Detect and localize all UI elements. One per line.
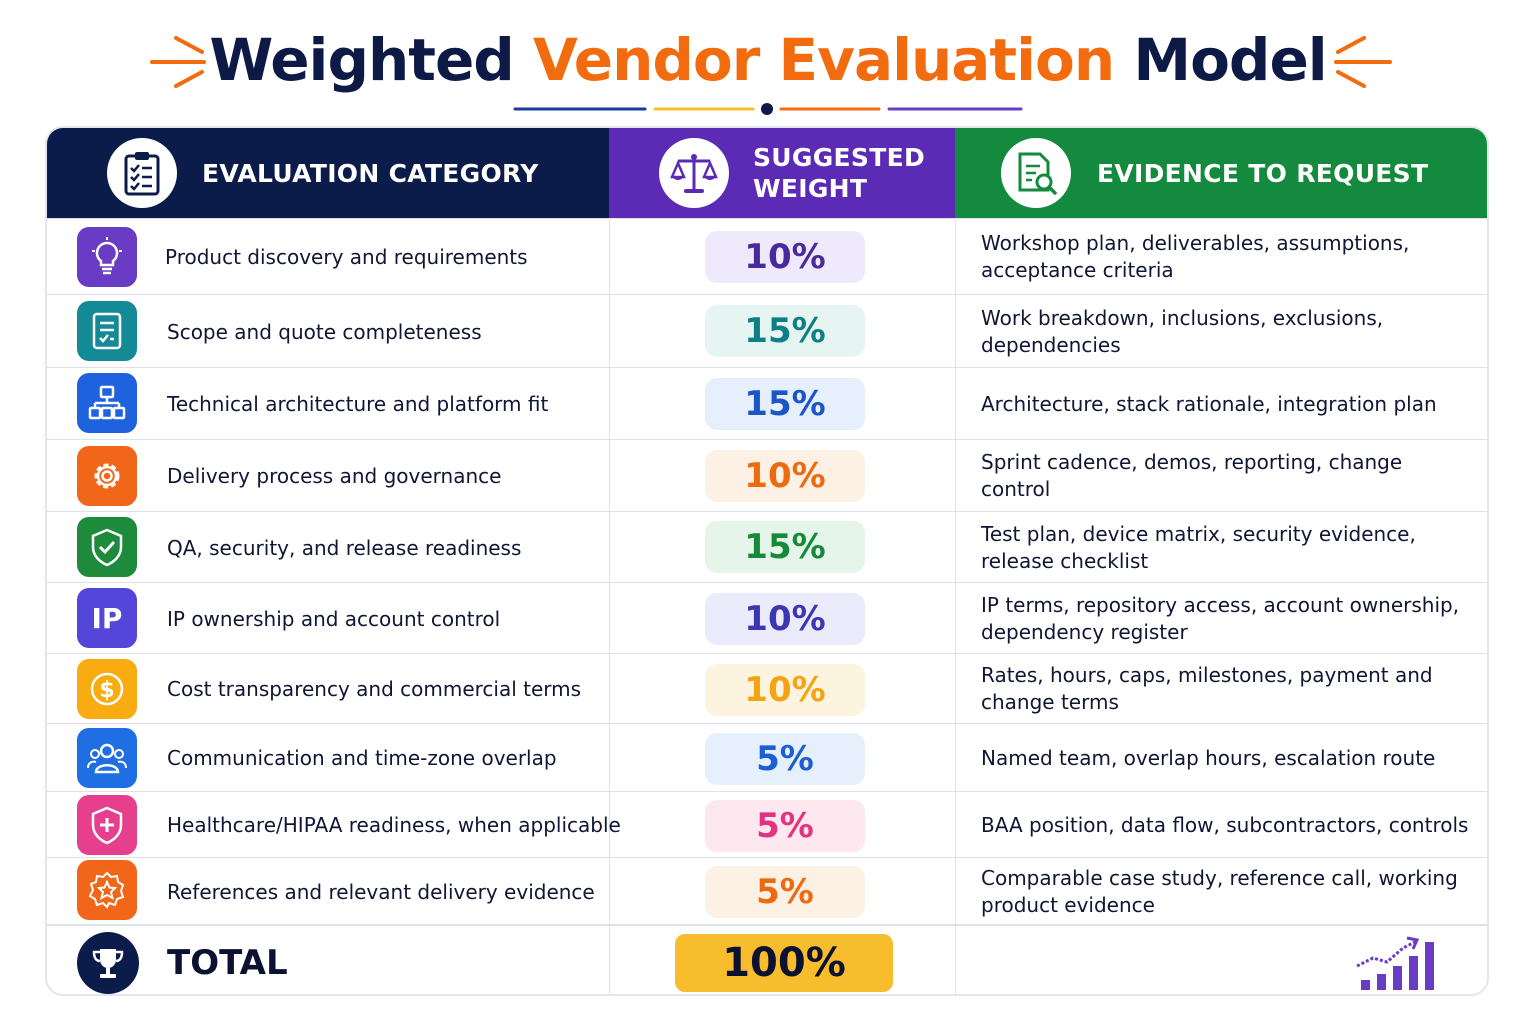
clipboard-checklist-icon	[107, 138, 177, 208]
weight-pill: 10%	[705, 231, 865, 283]
shield-check-icon	[77, 517, 137, 577]
medical-shield-icon	[77, 795, 137, 855]
architecture-hierarchy-icon	[77, 373, 137, 433]
header-weight-line-1: SUGGESTED	[753, 143, 926, 172]
title-part-3: Model	[1133, 26, 1327, 94]
star-badge-icon	[77, 860, 137, 920]
table-row: Communication and time-zone overlap 5% N…	[47, 723, 1487, 792]
category-label: Healthcare/HIPAA readiness, when applica…	[167, 813, 621, 837]
checklist-document-icon	[77, 301, 137, 361]
header-weight-label: SUGGESTED WEIGHT	[753, 128, 926, 218]
weight-pill: 15%	[705, 521, 865, 573]
burst-lines-right-icon	[1334, 36, 1392, 88]
category-label: Communication and time-zone overlap	[167, 746, 557, 770]
balance-scale-icon	[659, 138, 729, 208]
category-label: Technical architecture and platform fit	[167, 392, 549, 416]
evidence-text: Test plan, device matrix, security evide…	[981, 521, 1416, 573]
weight-pill: 10%	[705, 593, 865, 645]
evidence-text: Named team, overlap hours, escalation ro…	[981, 745, 1436, 770]
category-label: IP ownership and account control	[167, 606, 501, 631]
weight-pill: 15%	[705, 378, 865, 430]
header-evidence-to-request: EVIDENCE TO REQUEST	[955, 128, 1487, 218]
trophy-icon	[77, 932, 139, 994]
table-row: References and relevant delivery evidenc…	[47, 857, 1487, 925]
table-row: Technical architecture and platform fit …	[47, 367, 1487, 440]
page-title: Weighted Vendor Evaluation Model	[0, 20, 1536, 100]
evidence-text: Architecture, stack rationale, integrati…	[981, 391, 1437, 416]
category-label: Product discovery and requirements	[165, 245, 528, 269]
header-weight-line-2: WEIGHT	[753, 174, 868, 203]
header-suggested-weight: SUGGESTED WEIGHT	[609, 128, 955, 218]
dollar-coin-icon: $	[77, 659, 137, 719]
weight-pill: 15%	[705, 305, 865, 357]
weight-pill: 5%	[705, 733, 865, 785]
document-search-icon	[1001, 138, 1071, 208]
svg-text:IP: IP	[92, 603, 123, 633]
burst-lines-left-icon	[150, 36, 206, 88]
growth-chart-icon	[1356, 936, 1434, 990]
ip-badge-icon: IP	[77, 588, 137, 648]
weight-pill: 10%	[705, 450, 865, 502]
title-part-2: Vendor Evaluation	[533, 26, 1115, 94]
total-row: TOTAL 100%	[47, 924, 1487, 994]
table-row: Healthcare/HIPAA readiness, when applica…	[47, 791, 1487, 858]
header-evidence-label: EVIDENCE TO REQUEST	[1097, 158, 1429, 188]
table-row: IP IP ownership and account control 10% …	[47, 582, 1487, 654]
evidence-text: Sprint cadence, demos, reporting, change…	[981, 450, 1403, 501]
column-divider	[609, 218, 610, 994]
svg-text:$: $	[99, 678, 114, 703]
evidence-text: IP terms, repository access, account own…	[981, 592, 1460, 644]
category-label: References and relevant delivery evidenc…	[167, 879, 595, 904]
total-label: TOTAL	[167, 943, 288, 983]
evidence-text: BAA position, data flow, subcontractors,…	[981, 812, 1469, 837]
evidence-text: Comparable case study, reference call, w…	[981, 865, 1458, 917]
gear-icon	[77, 446, 137, 506]
category-label: Scope and quote completeness	[167, 319, 482, 344]
table-row: QA, security, and release readiness 15% …	[47, 511, 1487, 583]
weight-pill: 5%	[705, 800, 865, 852]
lightbulb-icon	[77, 227, 137, 287]
title-underline-decoration	[513, 103, 1023, 115]
evidence-text: Rates, hours, caps, milestones, payment …	[981, 663, 1433, 714]
header-evaluation-category: EVALUATION CATEGORY	[47, 128, 609, 218]
table-row: Scope and quote completeness 15% Work br…	[47, 294, 1487, 368]
evidence-text: Workshop plan, deliverables, assumptions…	[981, 231, 1410, 282]
team-users-icon	[77, 728, 137, 788]
column-divider	[955, 218, 956, 994]
weight-pill: 10%	[705, 664, 865, 716]
table-row: Product discovery and requirements 10% W…	[47, 218, 1487, 295]
header-category-label: EVALUATION CATEGORY	[202, 158, 539, 188]
weight-pill: 5%	[705, 866, 865, 918]
table-row: $ Cost transparency and commercial terms…	[47, 653, 1487, 724]
category-label: Cost transparency and commercial terms	[167, 677, 582, 701]
total-weight-pill: 100%	[675, 934, 893, 992]
category-label: QA, security, and release readiness	[167, 535, 522, 560]
evaluation-table: EVALUATION CATEGORY SUGGESTED WEIGHT	[45, 126, 1489, 996]
evidence-text: Work breakdown, inclusions, exclusions, …	[981, 305, 1384, 357]
category-label: Delivery process and governance	[167, 464, 502, 488]
table-row: Delivery process and governance 10% Spri…	[47, 439, 1487, 512]
title-part-1: Weighted	[209, 26, 515, 94]
